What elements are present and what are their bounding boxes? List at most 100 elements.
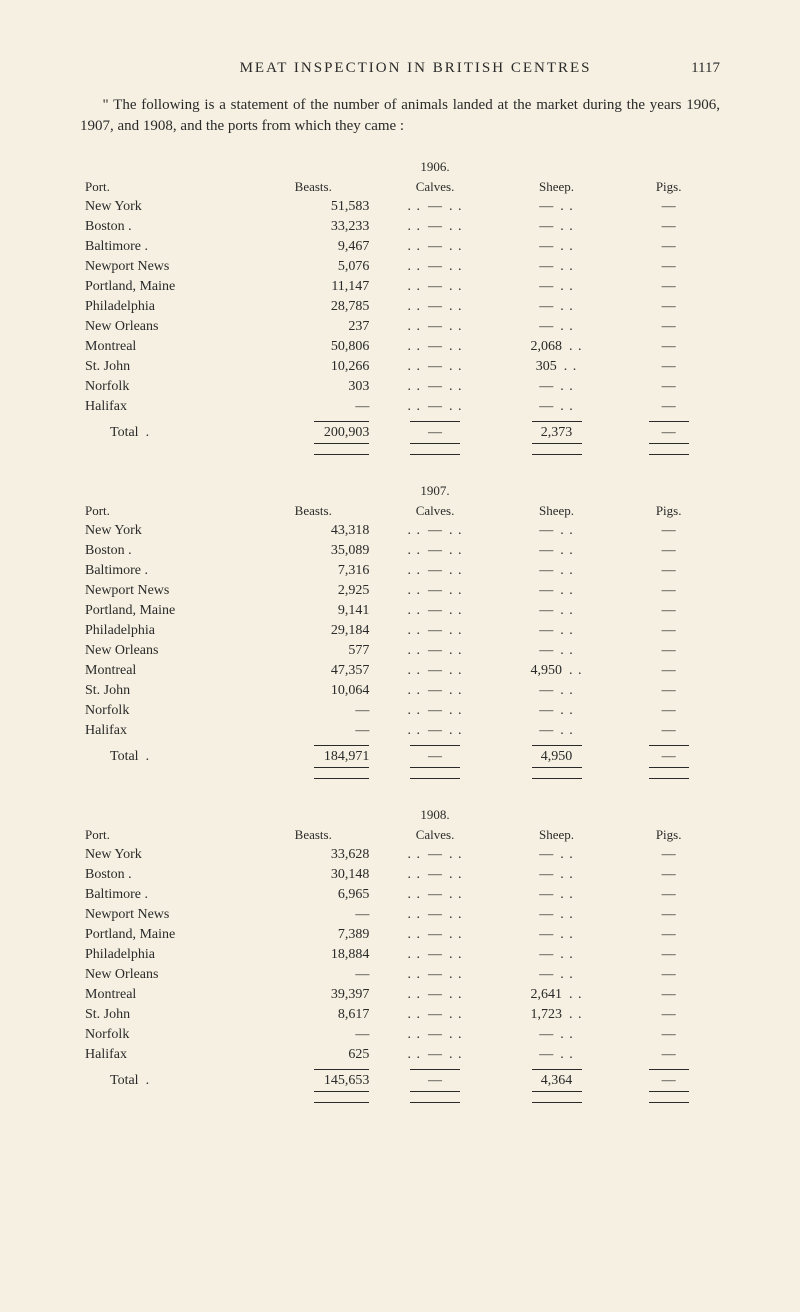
cell-pigs: — <box>617 905 720 925</box>
cell-beasts: 18,884 <box>252 945 374 965</box>
cell-pigs: — <box>617 885 720 905</box>
cell-beasts: 35,089 <box>252 541 374 561</box>
cell-sheep: — . . <box>496 237 617 257</box>
table-row: Newport News 2,925 . . — . . — . . — <box>80 581 720 601</box>
total-beasts: 200,903 <box>252 417 374 446</box>
cell-sheep: 4,950 . . <box>496 661 617 681</box>
cell-calves: . . — . . <box>374 561 495 581</box>
cell-pigs: — <box>617 397 720 417</box>
cell-calves: . . — . . <box>374 885 495 905</box>
cell-pigs: — <box>617 277 720 297</box>
cell-port: Boston . <box>80 865 252 885</box>
col-header-pigs: Pigs. <box>617 825 720 845</box>
cell-beasts: 10,266 <box>252 357 374 377</box>
table-row: Boston . 33,233 . . — . . — . . — <box>80 217 720 237</box>
total-pigs: — <box>617 741 720 770</box>
cell-calves: . . — . . <box>374 521 495 541</box>
cell-pigs: — <box>617 985 720 1005</box>
col-header-pigs: Pigs. <box>617 501 720 521</box>
col-header-beasts: Beasts. <box>252 825 374 845</box>
cell-pigs: — <box>617 237 720 257</box>
cell-sheep: 2,068 . . <box>496 337 617 357</box>
cell-calves: . . — . . <box>374 905 495 925</box>
cell-beasts: 39,397 <box>252 985 374 1005</box>
cell-pigs: — <box>617 197 720 217</box>
table-row: St. John 10,064 . . — . . — . . — <box>80 681 720 701</box>
total-pigs: — <box>617 1065 720 1094</box>
cell-beasts: 303 <box>252 377 374 397</box>
table-row: Boston . 30,148 . . — . . — . . — <box>80 865 720 885</box>
cell-beasts: 33,628 <box>252 845 374 865</box>
cell-sheep: — . . <box>496 541 617 561</box>
cell-sheep: 1,723 . . <box>496 1005 617 1025</box>
cell-pigs: — <box>617 581 720 601</box>
cell-beasts: — <box>252 905 374 925</box>
cell-sheep: — . . <box>496 681 617 701</box>
cell-pigs: — <box>617 641 720 661</box>
cell-sheep: — . . <box>496 885 617 905</box>
table-row: Halifax — . . — . . — . . — <box>80 721 720 741</box>
cell-beasts: 11,147 <box>252 277 374 297</box>
cell-sheep: — . . <box>496 641 617 661</box>
cell-sheep: — . . <box>496 561 617 581</box>
cell-port: Norfolk <box>80 377 252 397</box>
total-sheep: 4,950 <box>496 741 617 770</box>
year-table: 1907. Port. Beasts. Calves. Sheep. Pigs.… <box>80 481 720 790</box>
cell-calves: . . — . . <box>374 721 495 741</box>
total-row: Total . 200,903 — 2,373 — <box>80 417 720 446</box>
cell-sheep: — . . <box>496 721 617 741</box>
cell-calves: . . — . . <box>374 297 495 317</box>
cell-beasts: 9,467 <box>252 237 374 257</box>
cell-pigs: — <box>617 925 720 945</box>
running-title: MEAT INSPECTION IN BRITISH CENTRES <box>140 60 691 77</box>
cell-calves: . . — . . <box>374 985 495 1005</box>
cell-calves: . . — . . <box>374 541 495 561</box>
total-sheep: 4,364 <box>496 1065 617 1094</box>
cell-pigs: — <box>617 337 720 357</box>
cell-port: Boston . <box>80 541 252 561</box>
cell-pigs: — <box>617 701 720 721</box>
table-row: New Orleans 237 . . — . . — . . — <box>80 317 720 337</box>
col-header-port: Port. <box>80 825 252 845</box>
cell-sheep: — . . <box>496 581 617 601</box>
cell-calves: . . — . . <box>374 317 495 337</box>
cell-sheep: — . . <box>496 965 617 985</box>
cell-sheep: — . . <box>496 197 617 217</box>
cell-sheep: — . . <box>496 1025 617 1045</box>
cell-beasts: 7,389 <box>252 925 374 945</box>
cell-pigs: — <box>617 945 720 965</box>
col-header-calves: Calves. <box>374 825 495 845</box>
cell-port: New Orleans <box>80 965 252 985</box>
cell-sheep: — . . <box>496 257 617 277</box>
cell-calves: . . — . . <box>374 845 495 865</box>
cell-port: Montreal <box>80 985 252 1005</box>
cell-calves: . . — . . <box>374 661 495 681</box>
cell-port: Norfolk <box>80 1025 252 1045</box>
cell-port: Newport News <box>80 257 252 277</box>
cell-port: New York <box>80 521 252 541</box>
cell-beasts: — <box>252 701 374 721</box>
table-row: New York 43,318 . . — . . — . . — <box>80 521 720 541</box>
table-row: Montreal 39,397 . . — . . 2,641 . . — <box>80 985 720 1005</box>
cell-port: Halifax <box>80 397 252 417</box>
cell-pigs: — <box>617 257 720 277</box>
year-label: 1906. <box>374 157 495 177</box>
table-row: St. John 8,617 . . — . . 1,723 . . — <box>80 1005 720 1025</box>
table-row: Portland, Maine 7,389 . . — . . — . . — <box>80 925 720 945</box>
cell-beasts: 9,141 <box>252 601 374 621</box>
total-row: Total . 184,971 — 4,950 — <box>80 741 720 770</box>
cell-pigs: — <box>617 845 720 865</box>
cell-port: Philadelphia <box>80 297 252 317</box>
cell-calves: . . — . . <box>374 601 495 621</box>
cell-port: Philadelphia <box>80 945 252 965</box>
cell-beasts: 8,617 <box>252 1005 374 1025</box>
total-calves: — <box>374 1065 495 1094</box>
data-table: 1907. Port. Beasts. Calves. Sheep. Pigs.… <box>80 481 720 790</box>
table-row: Montreal 47,357 . . — . . 4,950 . . — <box>80 661 720 681</box>
cell-sheep: — . . <box>496 925 617 945</box>
cell-pigs: — <box>617 1045 720 1065</box>
table-row: Newport News — . . — . . — . . — <box>80 905 720 925</box>
cell-calves: . . — . . <box>374 925 495 945</box>
cell-beasts: 47,357 <box>252 661 374 681</box>
table-row: St. John 10,266 . . — . . 305 . . — <box>80 357 720 377</box>
